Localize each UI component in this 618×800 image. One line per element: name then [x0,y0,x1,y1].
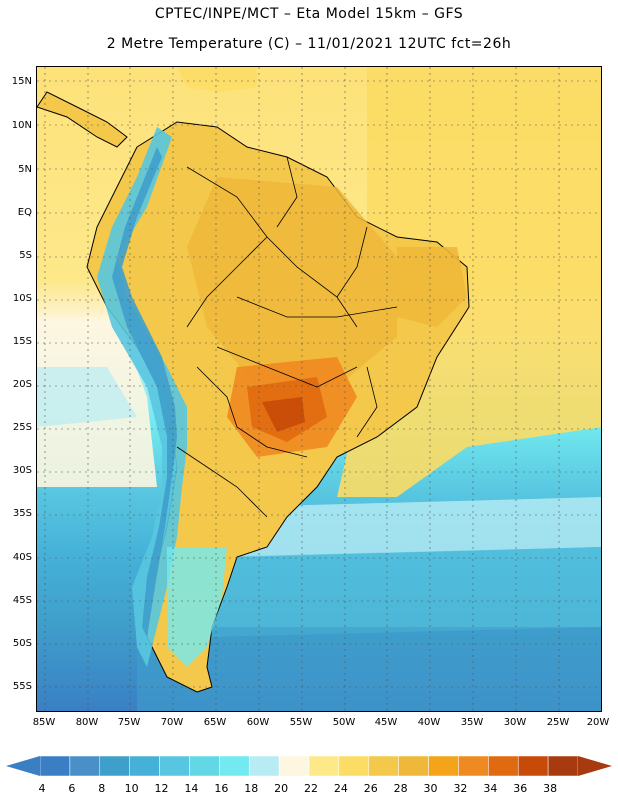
lon-label-75w: 75W [117,717,141,728]
colorbar-swatch [368,755,399,777]
lat-label-30s: 30S [12,465,32,476]
lon-label-40w: 40W [417,717,441,728]
lat-label-25s: 25S [12,422,32,433]
lon-label-45w: 45W [374,717,398,728]
colorbar-level-label: 14 [184,782,199,795]
colorbar-level-label: 12 [154,782,169,795]
map-title: CPTEC/INPE/MCT – Eta Model 15km – GFS [154,6,464,22]
colorbar-level-label: 16 [214,782,229,795]
lon-label-50w: 50W [332,717,356,728]
colorbar-level-label: 10 [124,782,139,795]
colorbar-level-label: 8 [98,782,106,795]
colorbar-level-label: 18 [244,782,259,795]
colorbar-swatch [278,755,310,777]
country-borders [176,156,398,518]
map-panel [36,66,602,712]
lon-label-35w: 35W [460,717,484,728]
lat-label-15n: 15N [11,76,32,87]
colorbar-swatch [129,755,160,777]
colorbar-swatch [69,755,101,777]
lat-label-50s: 50S [12,638,32,649]
colorbar-level-label: 22 [304,782,318,795]
lat-label-10s: 10S [12,293,32,304]
colorbar [6,755,612,777]
lon-label-25w: 25W [546,717,570,728]
colorbar-level-label: 28 [393,782,408,795]
lat-label-10n: 10N [11,120,32,131]
lon-label-70w: 70W [160,717,184,728]
colorbar-swatch [398,755,429,777]
colorbar-level-label: 38 [543,782,558,795]
graticule [37,67,601,711]
colorbar-high-arrow [578,756,612,776]
colorbar-swatch [547,755,579,777]
colorbar-swatch [159,755,190,777]
lon-label-80w: 80W [75,717,99,728]
lon-label-85w: 85W [32,717,56,728]
colorbar-level-label: 20 [274,782,289,795]
colorbar-low-arrow [6,756,40,776]
colorbar-level-label: 30 [423,782,438,795]
lon-label-55w: 55W [289,717,313,728]
map-subtitle: 2 Metre Temperature (C) – 11/01/2021 12U… [106,36,512,52]
lat-label-15s: 15S [12,336,32,347]
andes-cold-band [97,127,187,667]
lat-label-55s: 55S [12,681,32,692]
lat-label-40s: 40S [12,552,32,563]
lat-label-5s: 5S [19,250,32,261]
colorbar-level-label: 34 [483,782,498,795]
colorbar-swatch [488,755,519,777]
colorbar-swatch [308,755,340,777]
colorbar-level-label: 32 [453,782,468,795]
colorbar-swatch [517,755,549,777]
colorbar-level-label: 4 [38,782,46,795]
colorbar-swatch [338,755,370,777]
colorbar-level-label: 36 [513,782,528,795]
colorbar-level-label: 24 [333,782,348,795]
colorbar-swatch [428,755,459,777]
colorbar-level-label: 26 [363,782,378,795]
colorbar-swatch [39,755,71,777]
temperature-map [37,67,601,711]
colorbar-swatch [189,755,220,777]
colorbar-level-label: 6 [68,782,76,795]
colorbar-swatch [99,755,130,777]
lon-label-65w: 65W [203,717,227,728]
colorbar-swatch [248,755,280,777]
lat-label-20s: 20S [12,379,32,390]
lat-label-35s: 35S [12,508,32,519]
colorbar-swatch [458,755,489,777]
colorbar-swatch [219,755,250,777]
lon-label-30w: 30W [503,717,527,728]
lat-label-5n: 5N [18,164,32,175]
lon-label-20w: 20W [586,717,610,728]
lon-label-60w: 60W [246,717,270,728]
lat-label-eq: EQ [17,207,32,218]
lat-label-45s: 45S [12,595,32,606]
